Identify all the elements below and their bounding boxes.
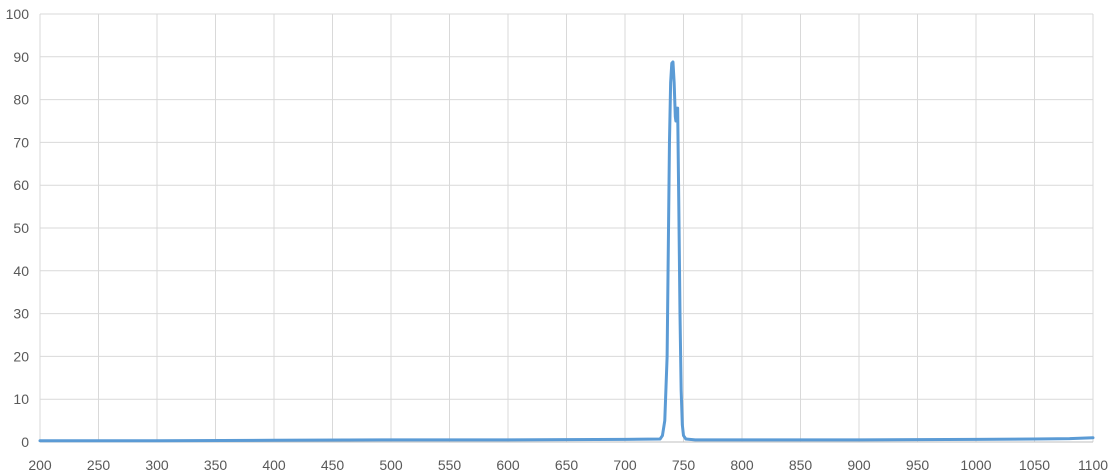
tick-labels: 200 250 300 350 400 450 500 550 600 650 700 750 800 8…: [6, 6, 1109, 473]
x-tick-label: 400: [262, 457, 286, 473]
x-tick-label: 550: [438, 457, 462, 473]
x-tick-label: 300: [145, 457, 169, 473]
y-tick-label: 30: [13, 306, 29, 322]
x-tick-label: 200: [28, 457, 52, 473]
y-tick-label: 20: [13, 348, 29, 364]
x-tick-label: 650: [555, 457, 579, 473]
x-tick-label: 1100: [1078, 457, 1108, 473]
y-tick-label: 80: [13, 92, 29, 108]
x-tick-label: 700: [613, 457, 637, 473]
series-line: [38, 60, 1095, 443]
x-tick-label: 950: [906, 457, 930, 473]
y-tick-label: 100: [6, 6, 30, 22]
y-tick-label: 0: [21, 434, 29, 450]
x-tick-label: 350: [204, 457, 228, 473]
x-tick-label: 450: [321, 457, 345, 473]
x-tick-label: 850: [789, 457, 813, 473]
x-tick-label: 800: [730, 457, 754, 473]
y-tick-label: 50: [13, 220, 29, 236]
x-tick-label: 900: [847, 457, 871, 473]
x-tick-label: 750: [672, 457, 696, 473]
x-tick-label: 1050: [1019, 457, 1050, 473]
x-tick-label: 1000: [960, 457, 991, 473]
x-tick-label: 250: [87, 457, 111, 473]
y-tick-label: 10: [13, 391, 29, 407]
series: [38, 60, 1095, 443]
grid: [39, 13, 1094, 442]
y-tick-label: 40: [13, 263, 29, 279]
y-tick-label: 90: [13, 49, 29, 65]
x-tick-label: 600: [496, 457, 520, 473]
y-tick-label: 70: [13, 134, 29, 150]
x-tick-label: 500: [379, 457, 403, 473]
y-tick-label: 60: [13, 177, 29, 193]
